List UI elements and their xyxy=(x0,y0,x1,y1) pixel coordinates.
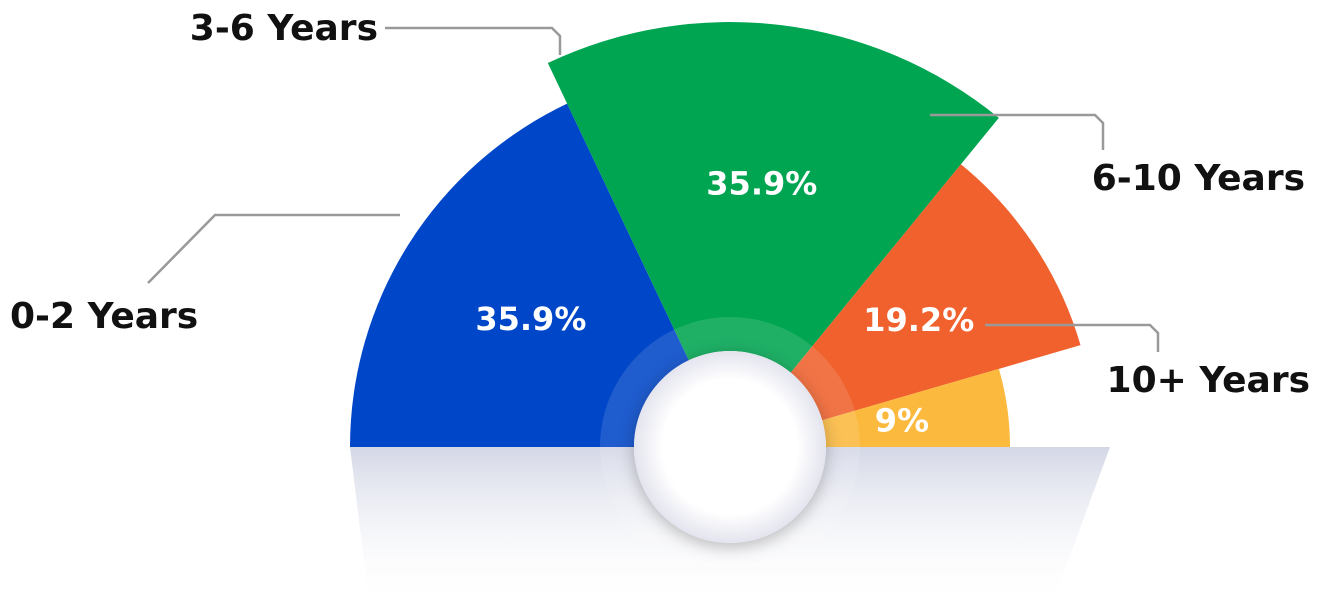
hub-inner xyxy=(634,351,826,543)
category-label: 10+ Years xyxy=(1107,360,1310,401)
value-label: 35.9% xyxy=(475,300,586,338)
leader-line xyxy=(147,213,400,284)
slice xyxy=(350,103,730,447)
leader-line xyxy=(930,113,1105,150)
leader-line xyxy=(385,26,562,55)
value-label: 9% xyxy=(875,402,929,440)
slice xyxy=(547,21,999,447)
value-label: 19.2% xyxy=(863,301,974,339)
slices xyxy=(350,21,1081,447)
category-label: 3-6 Years xyxy=(190,8,378,49)
leader-line xyxy=(985,323,1160,352)
value-label: 35.9% xyxy=(706,164,817,202)
slice xyxy=(730,164,1081,447)
category-label: 0-2 Years xyxy=(10,296,198,337)
category-label: 6-10 Years xyxy=(1092,158,1305,199)
